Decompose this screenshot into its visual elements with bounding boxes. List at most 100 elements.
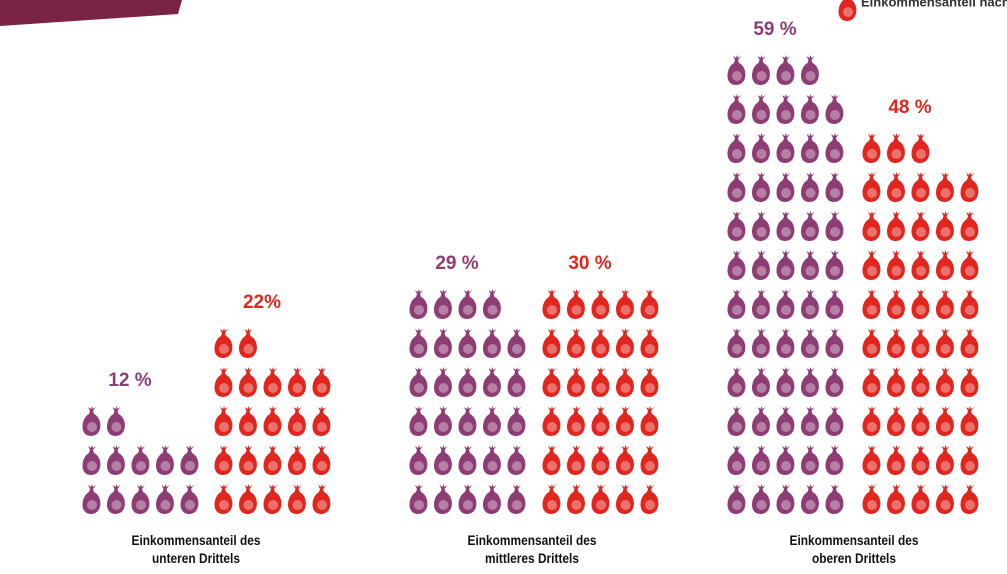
money-bag bbox=[507, 367, 526, 397]
bag-body bbox=[936, 172, 954, 202]
money-bag bbox=[312, 484, 331, 514]
money-bag bbox=[591, 406, 610, 436]
money-bag bbox=[483, 445, 501, 475]
money-bag bbox=[936, 250, 954, 280]
money-bag bbox=[862, 406, 881, 436]
bag-body bbox=[156, 484, 174, 514]
bag-body bbox=[616, 445, 634, 475]
bag-coin bbox=[317, 422, 327, 432]
bag-coin bbox=[487, 461, 498, 471]
money-bag bbox=[752, 367, 770, 397]
bag-body bbox=[409, 484, 428, 514]
bag-coin bbox=[414, 422, 424, 432]
bag-coin bbox=[781, 500, 791, 510]
money-bag bbox=[862, 250, 881, 280]
bag-body bbox=[434, 406, 452, 436]
bag-coin bbox=[243, 500, 254, 510]
money-bag bbox=[776, 367, 795, 397]
bag-body bbox=[542, 328, 561, 358]
money-bag bbox=[727, 367, 746, 397]
money-bag bbox=[156, 445, 174, 475]
bag-coin bbox=[219, 500, 229, 510]
money-bag bbox=[825, 367, 844, 397]
money-bag bbox=[727, 211, 746, 241]
bag-body bbox=[862, 172, 881, 202]
bag-body bbox=[434, 328, 452, 358]
bag-coin bbox=[317, 461, 327, 471]
money-bag bbox=[887, 445, 905, 475]
bag-body bbox=[507, 484, 526, 514]
bag-body bbox=[825, 133, 844, 163]
money-bag bbox=[911, 211, 930, 241]
money-bag bbox=[82, 406, 101, 436]
money-bag bbox=[887, 250, 905, 280]
bag-body bbox=[214, 484, 233, 514]
bag-body bbox=[825, 211, 844, 241]
money-bag bbox=[887, 484, 905, 514]
bag-coin bbox=[940, 305, 951, 315]
bag-coin bbox=[438, 305, 449, 315]
bag-coin bbox=[463, 305, 473, 315]
money-bag bbox=[458, 445, 477, 475]
bag-body bbox=[239, 367, 257, 397]
bag-body bbox=[825, 484, 844, 514]
money-bag bbox=[483, 406, 501, 436]
money-bag bbox=[616, 328, 634, 358]
bag-coin bbox=[219, 383, 229, 393]
bag-coin bbox=[292, 383, 303, 393]
money-bag bbox=[82, 445, 101, 475]
bag-body bbox=[542, 406, 561, 436]
bag-body bbox=[542, 484, 561, 514]
bag-coin bbox=[620, 500, 631, 510]
category-label: Einkommensanteil des unteren Drittels bbox=[131, 532, 261, 566]
bag-body bbox=[752, 250, 770, 280]
bag-body bbox=[936, 367, 954, 397]
money-bag bbox=[936, 484, 954, 514]
bag-coin bbox=[547, 422, 557, 432]
bag-body bbox=[483, 445, 501, 475]
money-bag bbox=[801, 445, 819, 475]
bag-coin bbox=[965, 266, 975, 276]
bag-body bbox=[862, 484, 881, 514]
bag-body bbox=[591, 328, 610, 358]
bag-coin bbox=[547, 383, 557, 393]
bag-body bbox=[727, 484, 746, 514]
money-bag bbox=[507, 406, 526, 436]
bag-coin bbox=[732, 500, 742, 510]
bag-coin bbox=[940, 383, 951, 393]
bag-coin bbox=[620, 422, 631, 432]
bag-body bbox=[542, 367, 561, 397]
bag-coin bbox=[805, 188, 816, 198]
bag-coin bbox=[830, 227, 840, 237]
bag-coin bbox=[805, 422, 816, 432]
money-bag bbox=[911, 289, 930, 319]
money-bag bbox=[801, 55, 819, 85]
bag-coin bbox=[596, 461, 606, 471]
money-bag bbox=[936, 445, 954, 475]
bag-body bbox=[727, 406, 746, 436]
money-bag bbox=[239, 328, 257, 358]
money-bag bbox=[825, 445, 844, 475]
money-bag bbox=[591, 367, 610, 397]
money-bag bbox=[825, 211, 844, 241]
bag-body bbox=[960, 445, 979, 475]
bag-coin bbox=[547, 344, 557, 354]
bag-body bbox=[312, 445, 331, 475]
bag-coin bbox=[512, 500, 522, 510]
bag-coin bbox=[805, 305, 816, 315]
bag-body bbox=[776, 133, 795, 163]
money-bag bbox=[239, 367, 257, 397]
bag-body bbox=[239, 406, 257, 436]
bag-coin bbox=[292, 500, 303, 510]
money-bag bbox=[434, 367, 452, 397]
bag-body bbox=[214, 406, 233, 436]
bag-coin bbox=[781, 110, 791, 120]
bag-coin bbox=[645, 305, 655, 315]
money-bag bbox=[239, 445, 257, 475]
bag-body bbox=[483, 406, 501, 436]
bag-coin bbox=[732, 188, 742, 198]
bag-body bbox=[239, 445, 257, 475]
bag-body bbox=[591, 484, 610, 514]
bag-coin bbox=[781, 71, 791, 81]
bag-body bbox=[483, 367, 501, 397]
